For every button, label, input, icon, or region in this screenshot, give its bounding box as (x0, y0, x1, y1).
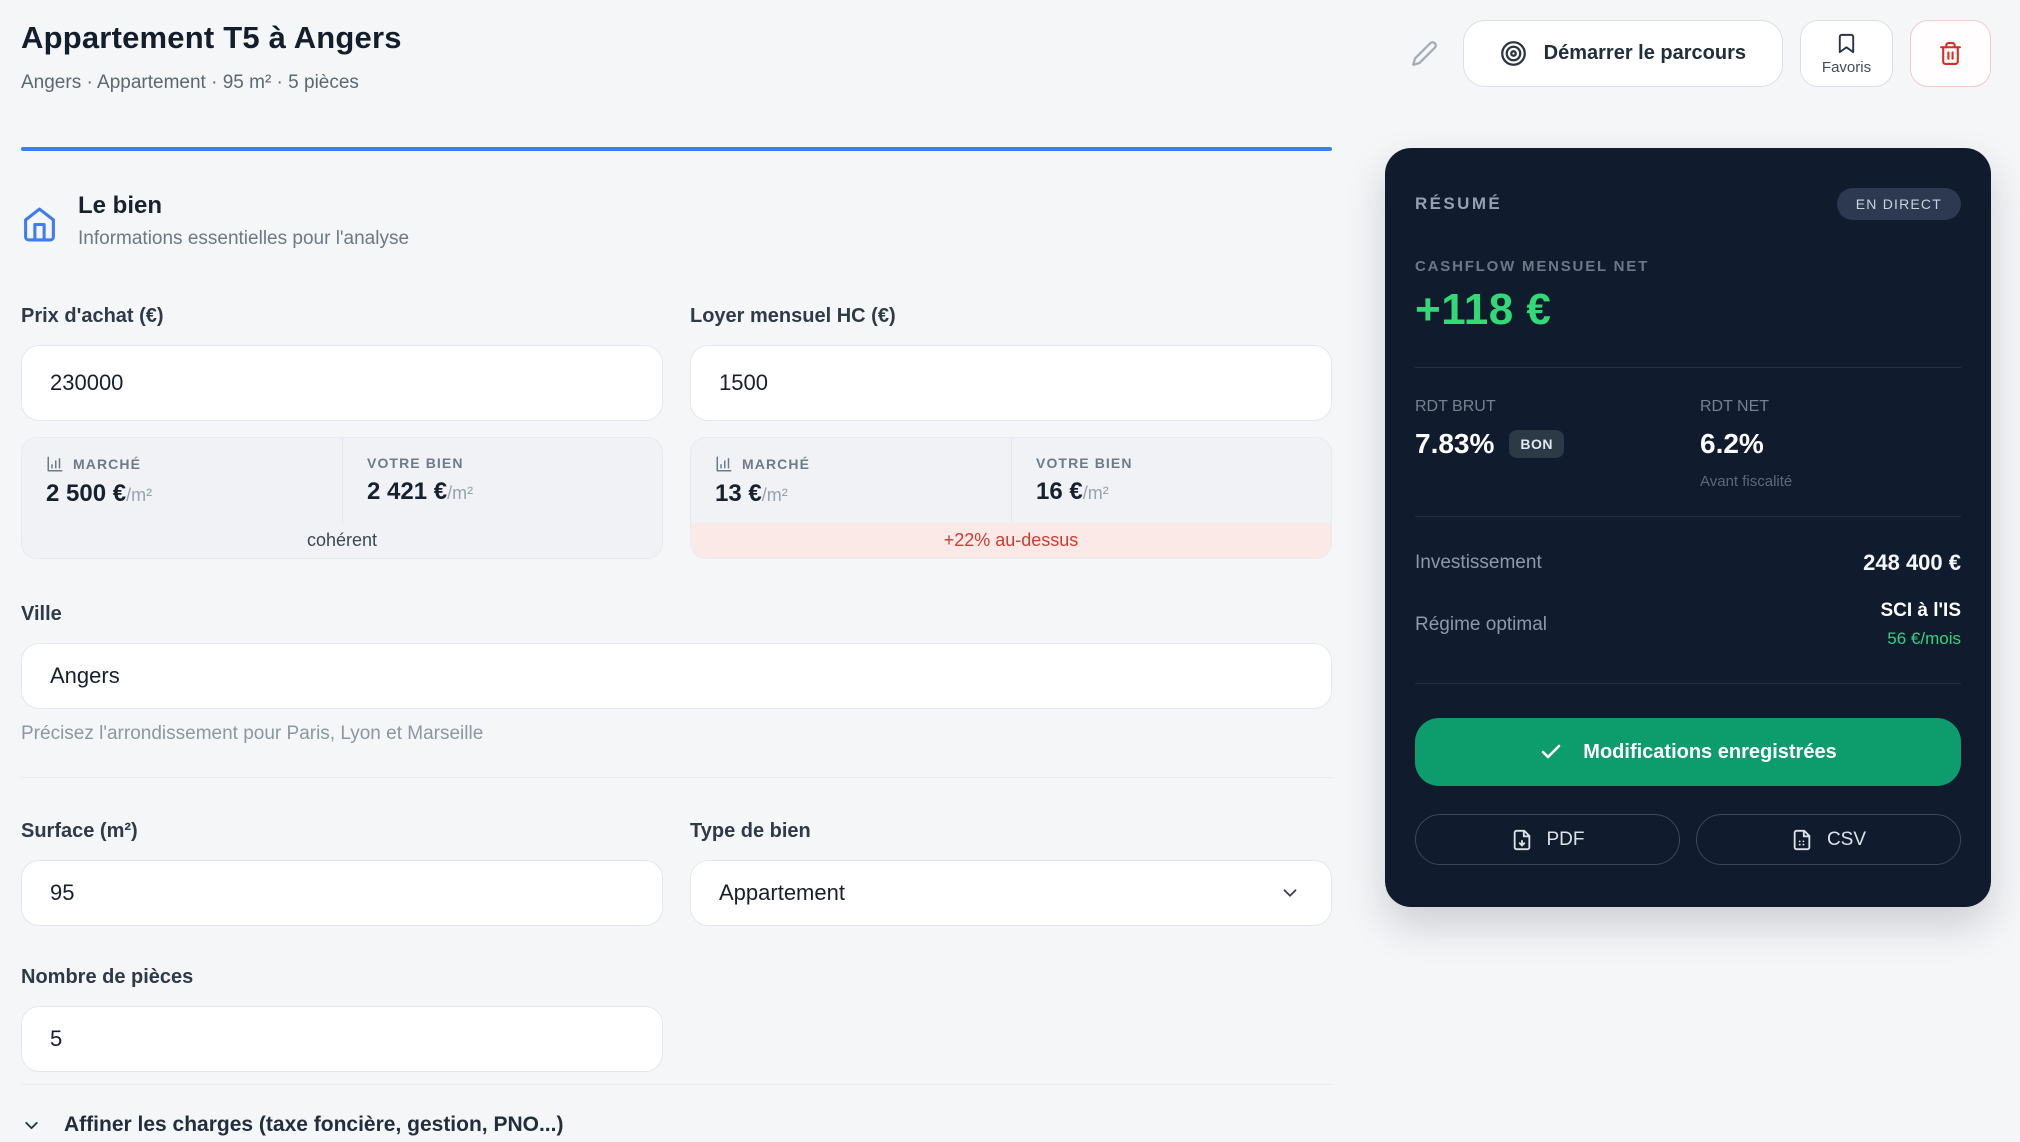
title-block: Appartement T5 à Angers Angers · Apparte… (21, 20, 402, 94)
live-badge: EN DIRECT (1836, 188, 1961, 220)
rent-yours-unit: /m² (1082, 483, 1109, 503)
home-icon (21, 206, 58, 243)
summary-panel: RÉSUMÉ EN DIRECT CASHFLOW MENSUEL NET +1… (1385, 148, 1991, 907)
export-pdf-label: PDF (1546, 828, 1585, 850)
price-market-unit: /m² (126, 485, 153, 505)
rent-market-value: 13 € (715, 480, 762, 507)
price-market-label: MARCHÉ (73, 456, 142, 472)
regime-saving: 56 €/mois (1887, 629, 1961, 648)
price-yours-unit: /m² (447, 483, 474, 503)
saved-changes-label: Modifications enregistrées (1583, 740, 1837, 763)
rent-market-compare: MARCHÉ 13 €/m² VOTRE BIEN 16 €/m² +22% a… (690, 437, 1332, 559)
bookmark-icon (1835, 32, 1858, 55)
rent-label: Loyer mensuel HC (€) (690, 305, 896, 327)
file-spreadsheet-icon (1791, 829, 1813, 851)
regime-value: SCI à l'IS (1880, 600, 1961, 621)
section-subtitle: Informations essentielles pour l'analyse (78, 228, 410, 249)
investment-label: Investissement (1415, 552, 1542, 573)
price-yours-value: 2 421 € (367, 478, 448, 505)
section-title: Le bien (78, 192, 163, 219)
net-yield-note: Avant fiscalité (1700, 473, 1793, 490)
rent-market-unit: /m² (761, 485, 788, 505)
trash-icon (1938, 41, 1963, 66)
check-icon (1539, 740, 1563, 764)
cashflow-label: CASHFLOW MENSUEL NET (1415, 258, 1650, 275)
investment-row: Investissement 248 400 € (1415, 550, 1961, 576)
property-form: Le bien Informations essentielles pour l… (21, 192, 1332, 1137)
section-header: Le bien Informations essentielles pour l… (21, 192, 1332, 255)
export-csv-label: CSV (1826, 828, 1867, 850)
regime-row: Régime optimal SCI à l'IS 56 €/mois (1415, 600, 1961, 649)
gross-yield-label: RDT BRUT (1415, 398, 1496, 415)
page-subtitle: Angers · Appartement · 95 m² · 5 pièces (21, 72, 359, 93)
property-type-value: Appartement (719, 880, 845, 905)
header-actions: Démarrer le parcours Favoris (1411, 20, 1991, 87)
city-input[interactable] (21, 643, 1332, 709)
price-yours-cell: VOTRE BIEN 2 421 €/m² (342, 438, 662, 523)
price-market-cell: MARCHÉ 2 500 €/m² (22, 438, 342, 523)
price-input[interactable] (21, 345, 663, 421)
rent-market-label: MARCHÉ (742, 456, 811, 472)
price-label: Prix d'achat (€) (21, 305, 164, 327)
favorites-button[interactable]: Favoris (1800, 20, 1893, 87)
surface-input[interactable] (21, 860, 663, 926)
rent-yours-label: VOTRE BIEN (1036, 455, 1133, 471)
edit-pencil-icon[interactable] (1411, 40, 1438, 67)
delete-button[interactable] (1910, 20, 1991, 87)
gross-yield-badge: BON (1509, 430, 1565, 458)
export-pdf-button[interactable]: PDF (1415, 814, 1680, 865)
bar-chart-icon (715, 455, 733, 473)
export-csv-button[interactable]: CSV (1696, 814, 1961, 865)
price-market-compare: MARCHÉ 2 500 €/m² VOTRE BIEN 2 421 €/m² … (21, 437, 663, 559)
city-helper: Précisez l'arrondissement pour Paris, Ly… (21, 723, 484, 744)
favorites-label: Favoris (1821, 58, 1872, 76)
rooms-label: Nombre de pièces (21, 966, 194, 988)
net-yield-value: 6.2% (1700, 428, 1764, 459)
rent-yours-cell: VOTRE BIEN 16 €/m² (1011, 438, 1331, 523)
gross-yield-block: RDT BRUT 7.83% BON (1415, 398, 1700, 490)
city-label: Ville (21, 603, 62, 625)
charges-collapse-label: Affiner les charges (taxe foncière, gest… (64, 1113, 564, 1136)
price-compare-status: cohérent (306, 530, 378, 550)
panel-divider (1415, 367, 1961, 368)
regime-label: Régime optimal (1415, 613, 1547, 635)
charges-collapse-toggle[interactable]: Affiner les charges (taxe foncière, gest… (21, 1113, 1332, 1137)
divider (21, 1084, 1332, 1085)
rent-market-cell: MARCHÉ 13 €/m² (691, 438, 1011, 523)
target-icon (1500, 40, 1527, 67)
rooms-input[interactable] (21, 1006, 663, 1072)
section-text: Le bien Informations essentielles pour l… (78, 192, 409, 250)
price-market-value: 2 500 € (46, 480, 127, 507)
gross-yield-value: 7.83% (1415, 428, 1495, 459)
investment-value: 248 400 € (1863, 550, 1961, 575)
divider (21, 777, 1332, 778)
surface-label: Surface (m²) (21, 820, 138, 842)
start-journey-label: Démarrer le parcours (1543, 42, 1746, 64)
page-title: Appartement T5 à Angers (21, 20, 402, 55)
saved-changes-button[interactable]: Modifications enregistrées (1415, 718, 1961, 786)
cashflow-value: +118 € (1415, 285, 1552, 334)
rent-input[interactable] (690, 345, 1332, 421)
property-type-label: Type de bien (690, 820, 811, 842)
net-yield-block: RDT NET 6.2% Avant fiscalité (1700, 398, 1961, 490)
panel-divider (1415, 516, 1961, 517)
panel-divider (1415, 683, 1961, 684)
bar-chart-icon (46, 455, 64, 473)
page-header: Appartement T5 à Angers Angers · Apparte… (21, 20, 1991, 94)
chevron-down-icon (1279, 882, 1301, 904)
chevron-down-icon (21, 1115, 42, 1136)
rent-compare-status: +22% au-dessus (691, 523, 1331, 558)
regime-values: SCI à l'IS 56 €/mois (1880, 600, 1961, 649)
file-download-icon (1511, 829, 1533, 851)
net-yield-label: RDT NET (1700, 398, 1770, 415)
summary-title: RÉSUMÉ (1415, 194, 1503, 213)
start-journey-button[interactable]: Démarrer le parcours (1462, 20, 1783, 87)
section-accent-line (21, 147, 1332, 151)
rent-yours-value: 16 € (1036, 478, 1083, 505)
property-type-select[interactable]: Appartement (690, 860, 1332, 926)
price-yours-label: VOTRE BIEN (367, 455, 464, 471)
